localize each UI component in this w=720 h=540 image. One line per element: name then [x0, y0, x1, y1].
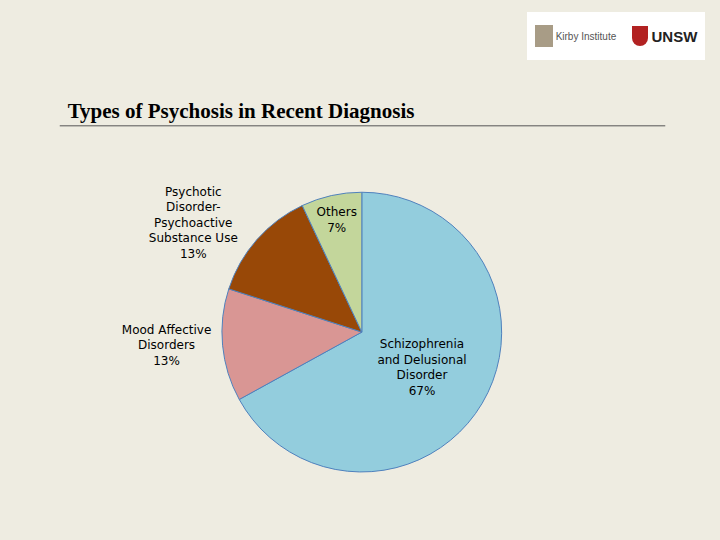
- svg-text:Mood AffectiveDisorders13%: Mood AffectiveDisorders13%: [122, 323, 211, 368]
- html-text:UNSW: UNSW: [651, 27, 698, 45]
- html-text:Kirby Institute: Kirby Institute: [555, 30, 617, 42]
- svg-text:Schizophreniaand DelusionalDis: Schizophreniaand DelusionalDisorder67%: [377, 337, 466, 398]
- svg-text:Types of Psychosis in Recent D: Types of Psychosis in Recent Diagnosis: [68, 99, 415, 123]
- svg-text:Others7%: Others7%: [317, 205, 357, 235]
- svg-text:PsychoticDisorder-Psychoactive: PsychoticDisorder-PsychoactiveSubstance …: [149, 185, 238, 261]
